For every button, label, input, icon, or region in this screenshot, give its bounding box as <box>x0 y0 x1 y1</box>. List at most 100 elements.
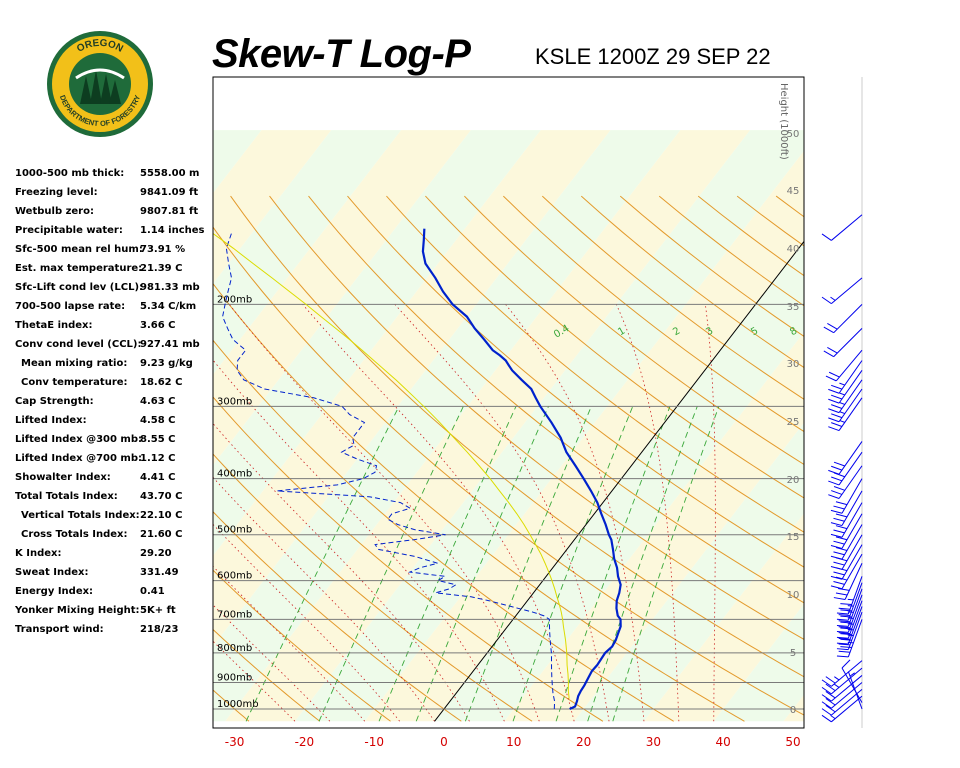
wind-barb <box>830 513 863 549</box>
wind-barb-feather <box>835 547 848 551</box>
temperature-band <box>364 150 804 722</box>
wind-barb <box>830 490 863 527</box>
x-tick-label: 20 <box>576 735 591 749</box>
plot-frame <box>212 76 805 729</box>
wind-barb-feather <box>833 461 845 467</box>
mixing-ratio-line <box>245 406 400 722</box>
temperature-band <box>0 130 52 721</box>
index-value: 43.70 C <box>140 491 183 502</box>
wind-barb-feather <box>836 648 849 651</box>
wind-barb-half-feather <box>834 676 840 681</box>
wind-barb-feather <box>837 588 850 591</box>
dry-adiabat <box>213 689 250 722</box>
wind-barb-feather <box>833 517 845 522</box>
index-label: 1000-500 mb thick: <box>15 168 125 179</box>
wind-barb <box>821 660 863 687</box>
temperature-band <box>574 422 804 722</box>
moist-adiabat <box>616 304 680 722</box>
index-label: Lifted Index: <box>15 415 87 426</box>
wind-barb-staff <box>847 606 863 645</box>
wind-barb <box>830 524 863 560</box>
wind-barb-feather <box>838 607 851 610</box>
wind-barb-staff <box>841 478 863 514</box>
height-tick-label: 25 <box>787 417 800 428</box>
index-value: 218/23 <box>140 624 179 635</box>
wind-barb-feather <box>823 350 834 358</box>
wind-barb-feather <box>831 465 843 471</box>
wind-barb-staff <box>838 370 863 404</box>
dry-adiabat <box>347 195 804 568</box>
wind-barb-feather <box>830 565 843 570</box>
mixing-ratio-line <box>512 406 634 722</box>
wind-barb-feather <box>833 551 845 556</box>
isobar-label: 400mb <box>217 469 252 480</box>
index-value: 5.34 C/km <box>140 301 197 312</box>
logo-sky-arc <box>75 68 125 80</box>
index-value: 0.41 <box>140 586 165 597</box>
wind-barb-feather <box>825 683 836 692</box>
moist-adiabat <box>505 304 645 722</box>
wind-barb-feather <box>830 545 843 549</box>
wind-barb-feather <box>833 486 845 491</box>
wind-barb-feather <box>831 490 843 495</box>
tree-icon <box>80 70 121 104</box>
index-label: Cap Strength: <box>15 396 94 407</box>
wind-barb-feather <box>821 679 832 687</box>
index-label: ThetaE index: <box>15 320 93 331</box>
wind-barb-half-feather <box>830 296 836 301</box>
wind-barb-feather <box>838 643 851 646</box>
isobar-label: 700mb <box>217 609 252 620</box>
moist-adiabat <box>394 304 610 722</box>
dry-adiabat <box>213 282 745 722</box>
wind-barb-half-feather <box>830 714 836 720</box>
wind-barb-staff <box>841 524 863 560</box>
wind-barb <box>828 370 863 404</box>
wind-barb-staff <box>833 304 863 334</box>
dry-adiabat <box>213 339 674 722</box>
x-tick-label: -30 <box>225 735 245 749</box>
wind-barb-feather <box>828 417 840 423</box>
mixing-ratio-line <box>464 406 592 722</box>
sounding-profiles <box>213 228 622 710</box>
wind-barb-half-feather <box>839 382 845 386</box>
zero-isotherm <box>434 240 804 722</box>
wind-barb-feather <box>831 384 843 390</box>
wind-barb-feather <box>833 540 845 545</box>
wind-barb <box>836 576 863 615</box>
wind-barb-feather <box>831 404 843 409</box>
wind-barb-staff <box>831 689 863 716</box>
wind-barb-feather <box>827 323 838 330</box>
index-value: 331.49 <box>140 567 179 578</box>
index-label: Precipitable water: <box>15 225 123 236</box>
height-tick-label: 45 <box>787 186 800 197</box>
wind-barb-feather <box>831 413 843 419</box>
wind-barb-staff <box>841 667 863 703</box>
wind-barb-feather <box>840 646 852 649</box>
index-value: 5558.00 m <box>140 168 200 179</box>
moist-adiabat <box>213 565 366 722</box>
temperature-band <box>853 130 960 721</box>
wind-barb-feather <box>838 632 851 635</box>
wind-barb-feather <box>830 522 843 527</box>
dewpoint-profile <box>222 231 556 710</box>
wind-barb-feather <box>836 612 849 615</box>
index-value: 21.60 C <box>140 529 183 540</box>
wind-barb-staff <box>831 675 863 702</box>
wind-barb <box>833 563 863 600</box>
index-value: 29.20 <box>140 548 172 559</box>
oregon-forestry-logo: OREGON DEPARTMENT OF FORESTRY <box>47 31 153 137</box>
index-value: 73.91 % <box>140 244 186 255</box>
wind-barb-feather <box>838 614 851 617</box>
wind-barb-feather <box>831 476 843 482</box>
station-datetime: KSLE 1200Z 29 SEP 22 <box>535 44 771 69</box>
wind-barb-feather <box>835 513 848 518</box>
wind-barb-feather <box>821 296 832 305</box>
temperature-band <box>225 130 751 722</box>
index-label: Conv cond level (CCL): <box>15 339 142 350</box>
height-tick-label: 15 <box>787 532 800 543</box>
index-value: 8.55 C <box>140 434 176 445</box>
wind-barb <box>836 588 863 627</box>
dry-adiabat <box>213 396 604 722</box>
wind-barb-staff <box>847 588 863 627</box>
